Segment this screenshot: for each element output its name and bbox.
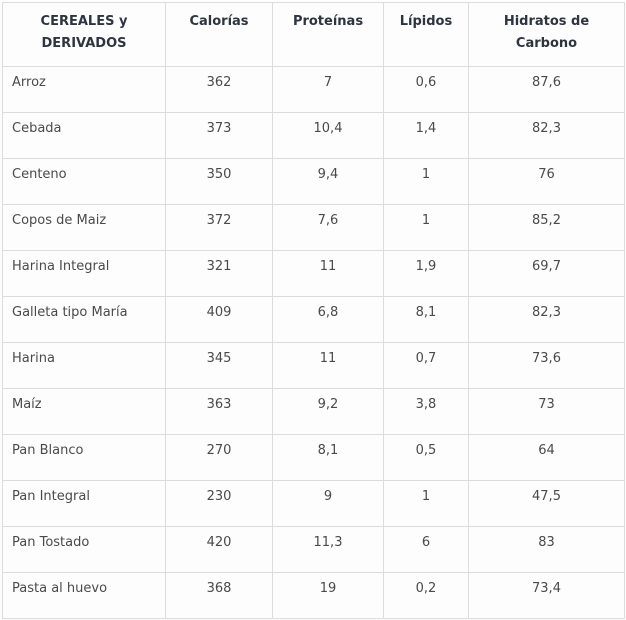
cell-hidratos: 82,3	[468, 112, 625, 159]
cell-lipidos: 0,7	[383, 342, 469, 389]
cell-lipidos: 0,5	[383, 434, 469, 481]
cell-hidratos: 83	[468, 526, 625, 573]
cell-proteinas: 7,6	[272, 204, 384, 251]
column-header-hidratos: Hidratos de Carbono	[468, 2, 625, 67]
cell-hidratos: 76	[468, 158, 625, 205]
cell-calorias: 230	[165, 480, 273, 527]
cell-lipidos: 0,2	[383, 572, 469, 619]
cell-lipidos: 1	[383, 158, 469, 205]
table-row: Pan Blanco 270 8,1 0,5 64	[2, 434, 625, 481]
cell-lipidos: 3,8	[383, 388, 469, 435]
cell-proteinas: 11	[272, 342, 384, 389]
row-label: Maíz	[2, 388, 166, 435]
cell-hidratos: 85,2	[468, 204, 625, 251]
cell-hidratos: 47,5	[468, 480, 625, 527]
row-label: Pasta al huevo	[2, 572, 166, 619]
cell-lipidos: 8,1	[383, 296, 469, 343]
row-label: Pan Integral	[2, 480, 166, 527]
cell-proteinas: 7	[272, 66, 384, 113]
table-row: Harina 345 11 0,7 73,6	[2, 342, 625, 389]
cell-hidratos: 82,3	[468, 296, 625, 343]
cell-hidratos: 73	[468, 388, 625, 435]
cell-proteinas: 9,2	[272, 388, 384, 435]
table-row: Pan Integral 230 9 1 47,5	[2, 480, 625, 527]
header-row: CEREALES y DERIVADOS Calorías Proteínas …	[2, 2, 625, 67]
cell-calorias: 409	[165, 296, 273, 343]
cell-proteinas: 10,4	[272, 112, 384, 159]
cell-proteinas: 11	[272, 250, 384, 297]
table-row: Harina Integral 321 11 1,9 69,7	[2, 250, 625, 297]
row-label: Centeno	[2, 158, 166, 205]
table-row: Arroz 362 7 0,6 87,6	[2, 66, 625, 113]
cell-proteinas: 19	[272, 572, 384, 619]
cell-lipidos: 0,6	[383, 66, 469, 113]
row-label: Cebada	[2, 112, 166, 159]
column-header-lipidos: Lípidos	[383, 2, 469, 67]
cell-calorias: 420	[165, 526, 273, 573]
cell-hidratos: 64	[468, 434, 625, 481]
cell-calorias: 372	[165, 204, 273, 251]
table-row: Pan Tostado 420 11,3 6 83	[2, 526, 625, 573]
cell-calorias: 270	[165, 434, 273, 481]
cell-proteinas: 9,4	[272, 158, 384, 205]
table-row: Copos de Maiz 372 7,6 1 85,2	[2, 204, 625, 251]
table-row: Galleta tipo María 409 6,8 8,1 82,3	[2, 296, 625, 343]
row-label: Galleta tipo María	[2, 296, 166, 343]
row-label: Copos de Maiz	[2, 204, 166, 251]
row-label: Harina	[2, 342, 166, 389]
cell-calorias: 350	[165, 158, 273, 205]
cell-calorias: 373	[165, 112, 273, 159]
cell-lipidos: 6	[383, 526, 469, 573]
cell-lipidos: 1,9	[383, 250, 469, 297]
cell-calorias: 321	[165, 250, 273, 297]
cell-proteinas: 6,8	[272, 296, 384, 343]
cell-lipidos: 1	[383, 204, 469, 251]
cell-lipidos: 1	[383, 480, 469, 527]
table-row: Maíz 363 9,2 3,8 73	[2, 388, 625, 435]
cell-lipidos: 1,4	[383, 112, 469, 159]
table-row: Pasta al huevo 368 19 0,2 73,4	[2, 572, 625, 619]
cell-hidratos: 69,7	[468, 250, 625, 297]
row-label: Pan Blanco	[2, 434, 166, 481]
cell-proteinas: 9	[272, 480, 384, 527]
column-header-proteinas: Proteínas	[272, 2, 384, 67]
cell-calorias: 368	[165, 572, 273, 619]
cell-hidratos: 73,6	[468, 342, 625, 389]
row-label: Arroz	[2, 66, 166, 113]
cell-calorias: 345	[165, 342, 273, 389]
table-row: Centeno 350 9,4 1 76	[2, 158, 625, 205]
cell-calorias: 363	[165, 388, 273, 435]
row-label: Harina Integral	[2, 250, 166, 297]
column-header-cereales: CEREALES y DERIVADOS	[2, 2, 166, 67]
column-header-calorias: Calorías	[165, 2, 273, 67]
cell-hidratos: 73,4	[468, 572, 625, 619]
cell-proteinas: 11,3	[272, 526, 384, 573]
cell-proteinas: 8,1	[272, 434, 384, 481]
cell-hidratos: 87,6	[468, 66, 625, 113]
table-body: Arroz 362 7 0,6 87,6 Cebada 373 10,4 1,4…	[2, 66, 625, 619]
row-label: Pan Tostado	[2, 526, 166, 573]
table-row: Cebada 373 10,4 1,4 82,3	[2, 112, 625, 159]
cell-calorias: 362	[165, 66, 273, 113]
